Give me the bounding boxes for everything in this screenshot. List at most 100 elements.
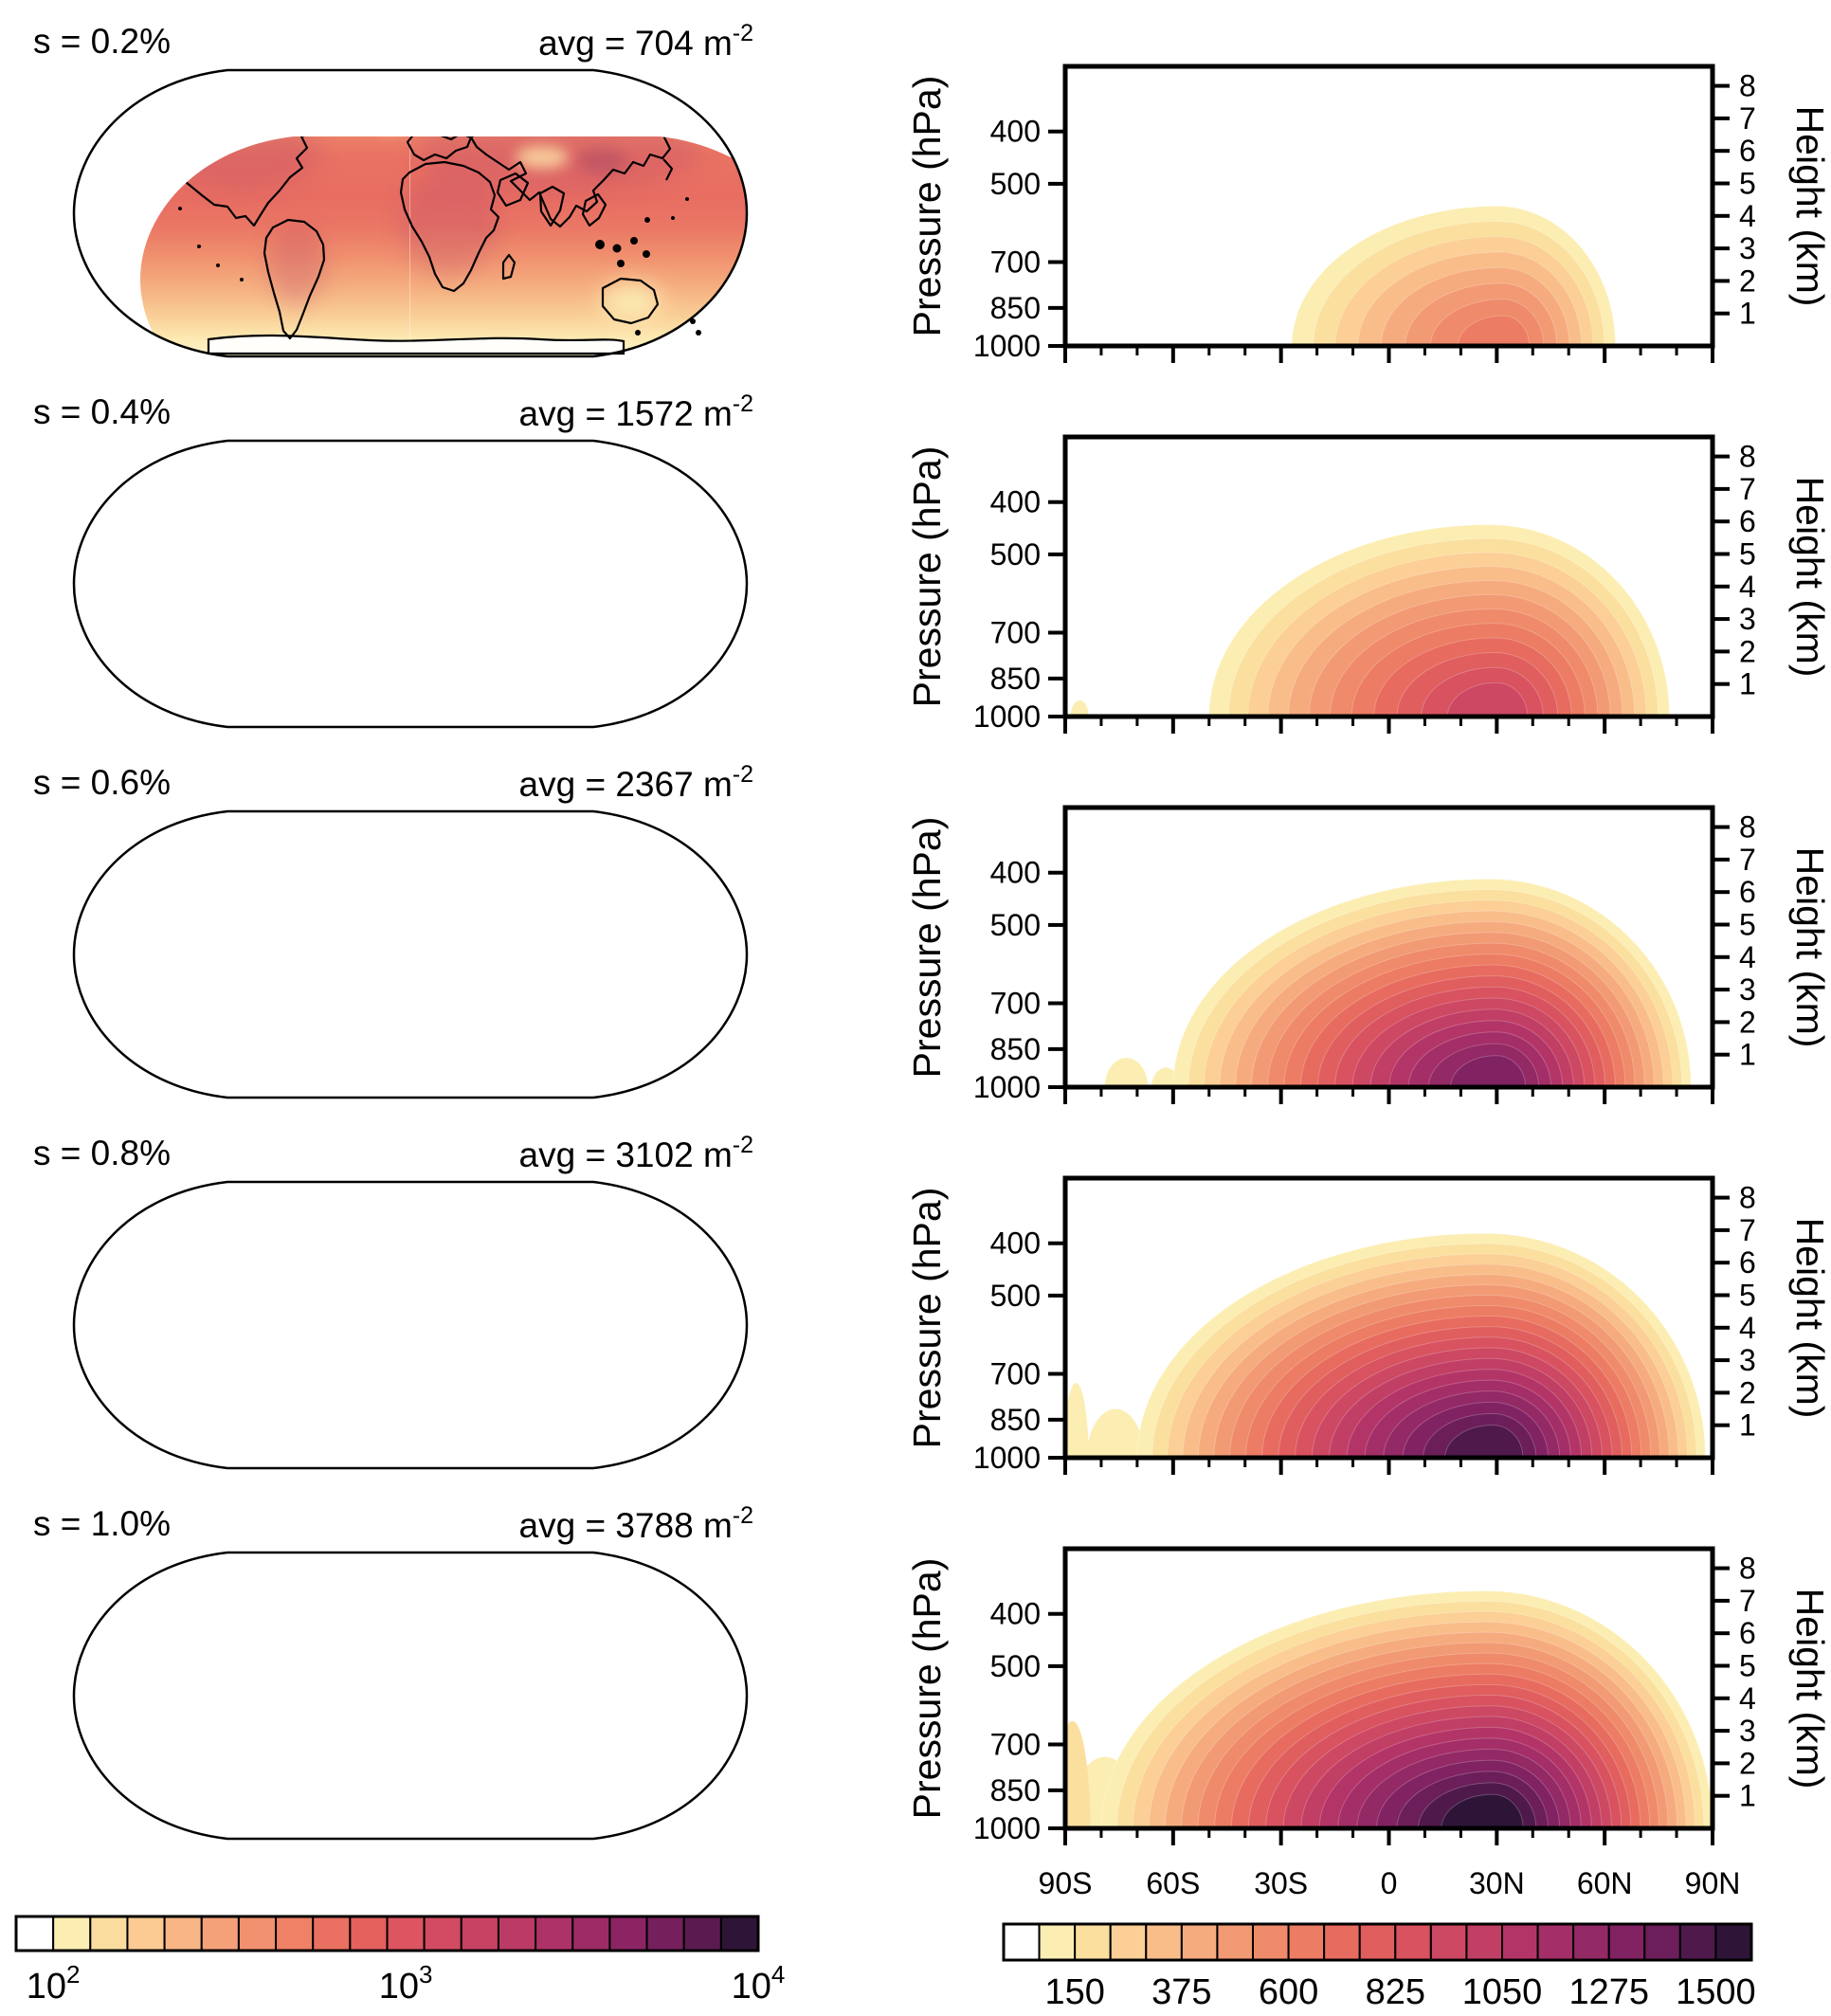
island-dot xyxy=(644,1699,650,1705)
burden-hotspot xyxy=(370,823,411,872)
section-colorbar-cell xyxy=(1465,1923,1504,1961)
island-dot xyxy=(216,853,221,858)
pressure-tick-label: 500 xyxy=(990,537,1041,572)
pressure-axis-title: Pressure (hPa) xyxy=(905,817,949,1079)
pressure-tick-label: 500 xyxy=(990,167,1041,201)
section-contour-level xyxy=(1450,1055,1527,1087)
map-avg-base: avg = 1572 m xyxy=(519,394,733,433)
island-dot xyxy=(617,1371,625,1379)
map-outline xyxy=(72,1551,749,1841)
map-colorbar-cell xyxy=(608,1916,648,1952)
map-colorbar-border xyxy=(14,1915,760,1952)
island-dot xyxy=(230,101,236,107)
pressure-tick-label: 850 xyxy=(990,1403,1041,1437)
land-shade xyxy=(400,912,499,1016)
burden-hotspot xyxy=(533,1664,586,1698)
height-tick-label: 7 xyxy=(1739,472,1756,506)
burden-hotspot xyxy=(404,936,434,959)
map-colorbar-tick: 103 xyxy=(379,1960,433,2007)
map-panel-4 xyxy=(74,1182,747,1468)
island-dot xyxy=(230,843,236,848)
island-dot xyxy=(630,978,638,986)
coastline xyxy=(408,863,471,901)
land-shade xyxy=(268,1708,325,1788)
coastline xyxy=(401,903,499,1032)
coastline xyxy=(401,533,499,662)
section-colorbar-tick: 1500 xyxy=(1676,1972,1756,2012)
coastline xyxy=(263,218,326,340)
burden-hotspot xyxy=(519,518,565,537)
map-colorbar-cell xyxy=(275,1916,315,1952)
coastline xyxy=(408,1605,471,1643)
map-outline xyxy=(72,809,749,1099)
coastline xyxy=(362,80,419,135)
coastline xyxy=(503,996,515,1020)
section-side-patch xyxy=(1086,1408,1145,1458)
island-dot xyxy=(644,1329,650,1335)
map-avg-label: avg = 3788 m-2 xyxy=(519,1502,753,1545)
height-tick-label: 2 xyxy=(1739,1005,1756,1039)
height-tick-label: 7 xyxy=(1739,1584,1756,1618)
height-axis-title: Height (km) xyxy=(1788,106,1831,307)
maps-svg: s = 0.2% avg = 704 m-2s = 0.4% avg = 1572 … xyxy=(14,20,785,2007)
burden-hotspot xyxy=(577,885,630,923)
burden-hotspot xyxy=(425,577,474,615)
island-dot xyxy=(635,700,641,706)
lat-tick-label: 60S xyxy=(1146,1866,1200,1900)
island-dot xyxy=(696,1442,701,1447)
height-tick-label: 7 xyxy=(1739,843,1756,877)
island-dot xyxy=(635,1442,641,1447)
island-dot xyxy=(630,1719,638,1727)
section-panel-2 xyxy=(1070,524,1670,717)
coastline xyxy=(663,900,672,921)
land-shade xyxy=(417,847,701,935)
coastline xyxy=(362,1562,419,1617)
section-contour-level xyxy=(1444,1425,1524,1458)
pressure-tick-label: 1000 xyxy=(973,1070,1041,1104)
map-colorbar-cell xyxy=(645,1916,685,1952)
island-dot xyxy=(671,957,675,961)
island-dot xyxy=(197,1727,201,1731)
burden-hotspot xyxy=(370,452,411,501)
map-panel-1 xyxy=(140,80,747,356)
section-panel-3 xyxy=(1104,878,1692,1087)
map-colorbar-cell xyxy=(237,1916,278,1952)
lat-tick-label: 90S xyxy=(1039,1866,1093,1900)
coastline xyxy=(498,1656,528,1688)
burden-hotspot xyxy=(390,1674,454,1708)
map-s-label: s = 0.8% xyxy=(33,1134,171,1172)
land-shade xyxy=(268,596,325,676)
map-colorbar-tick: 102 xyxy=(27,1960,81,2007)
pressure-tick-label: 850 xyxy=(990,291,1041,325)
height-tick-label: 2 xyxy=(1739,263,1756,298)
burden-hotspot xyxy=(534,926,575,954)
island-dot xyxy=(240,1760,244,1764)
land-shade xyxy=(400,1653,499,1757)
coastline xyxy=(471,844,670,968)
section-contour-level xyxy=(1441,1793,1524,1828)
island-dot xyxy=(259,1218,263,1223)
burden-hotspot xyxy=(292,622,315,641)
section-colorbar-cell xyxy=(1287,1923,1326,1961)
map-avg-label: avg = 2367 m-2 xyxy=(519,761,753,804)
lat-tick-label: 90N xyxy=(1685,1866,1741,1900)
map-colorbar-cell xyxy=(349,1916,389,1952)
coastline-antarctica xyxy=(208,706,624,724)
coastline xyxy=(155,838,320,967)
pressure-tick-label: 700 xyxy=(990,1357,1041,1391)
section-side-patch xyxy=(1151,1067,1181,1087)
map-colorbar-cell xyxy=(200,1916,240,1952)
map-outline xyxy=(72,439,749,729)
burden-hotspot xyxy=(601,1766,662,1802)
map-avg-superscript: -2 xyxy=(733,761,753,788)
island-dot xyxy=(246,1208,251,1213)
island-dot xyxy=(644,588,650,593)
section-colorbar-cell xyxy=(1607,1923,1646,1961)
coastline-antarctica xyxy=(208,1447,624,1465)
island-dot xyxy=(259,1589,263,1593)
map-colorbar-cell xyxy=(386,1916,426,1952)
section-side-patch xyxy=(1065,1720,1091,1828)
section-frame xyxy=(1062,805,1715,1090)
map-field xyxy=(74,1182,747,1468)
pressure-tick-label: 700 xyxy=(990,616,1041,650)
